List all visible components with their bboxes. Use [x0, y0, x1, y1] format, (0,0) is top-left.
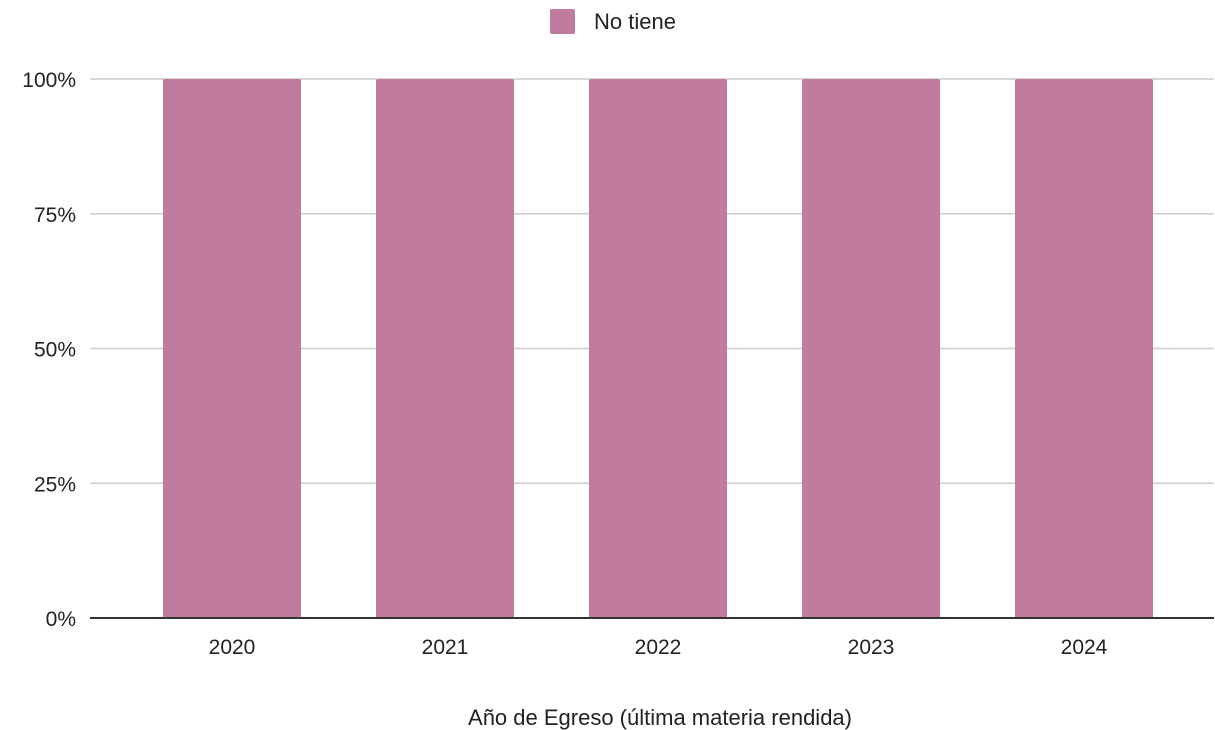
y-tick-label: 100%	[22, 69, 76, 92]
bars	[163, 79, 1153, 618]
y-tick-label: 50%	[34, 339, 76, 362]
x-tick-label: 2020	[209, 636, 256, 659]
x-axis-title: Año de Egreso (última materia rendida)	[468, 705, 852, 730]
legend-label: No tiene	[594, 9, 676, 34]
legend: No tiene	[550, 9, 676, 34]
legend-swatch	[550, 9, 575, 34]
x-tick-label: 2022	[635, 636, 682, 659]
y-tick-labels: 0% 25% 50% 75% 100%	[22, 69, 76, 631]
bar	[1015, 79, 1153, 618]
y-tick-label: 25%	[34, 473, 76, 496]
bar	[163, 79, 301, 618]
x-tick-label: 2021	[422, 636, 469, 659]
bar	[589, 79, 727, 618]
x-tick-label: 2024	[1061, 636, 1108, 659]
x-tick-labels: 2020 2021 2022 2023 2024	[209, 636, 1108, 659]
y-tick-label: 0%	[46, 608, 76, 631]
bar	[802, 79, 940, 618]
x-tick-label: 2023	[848, 636, 895, 659]
y-tick-label: 75%	[34, 204, 76, 227]
bar	[376, 79, 514, 618]
